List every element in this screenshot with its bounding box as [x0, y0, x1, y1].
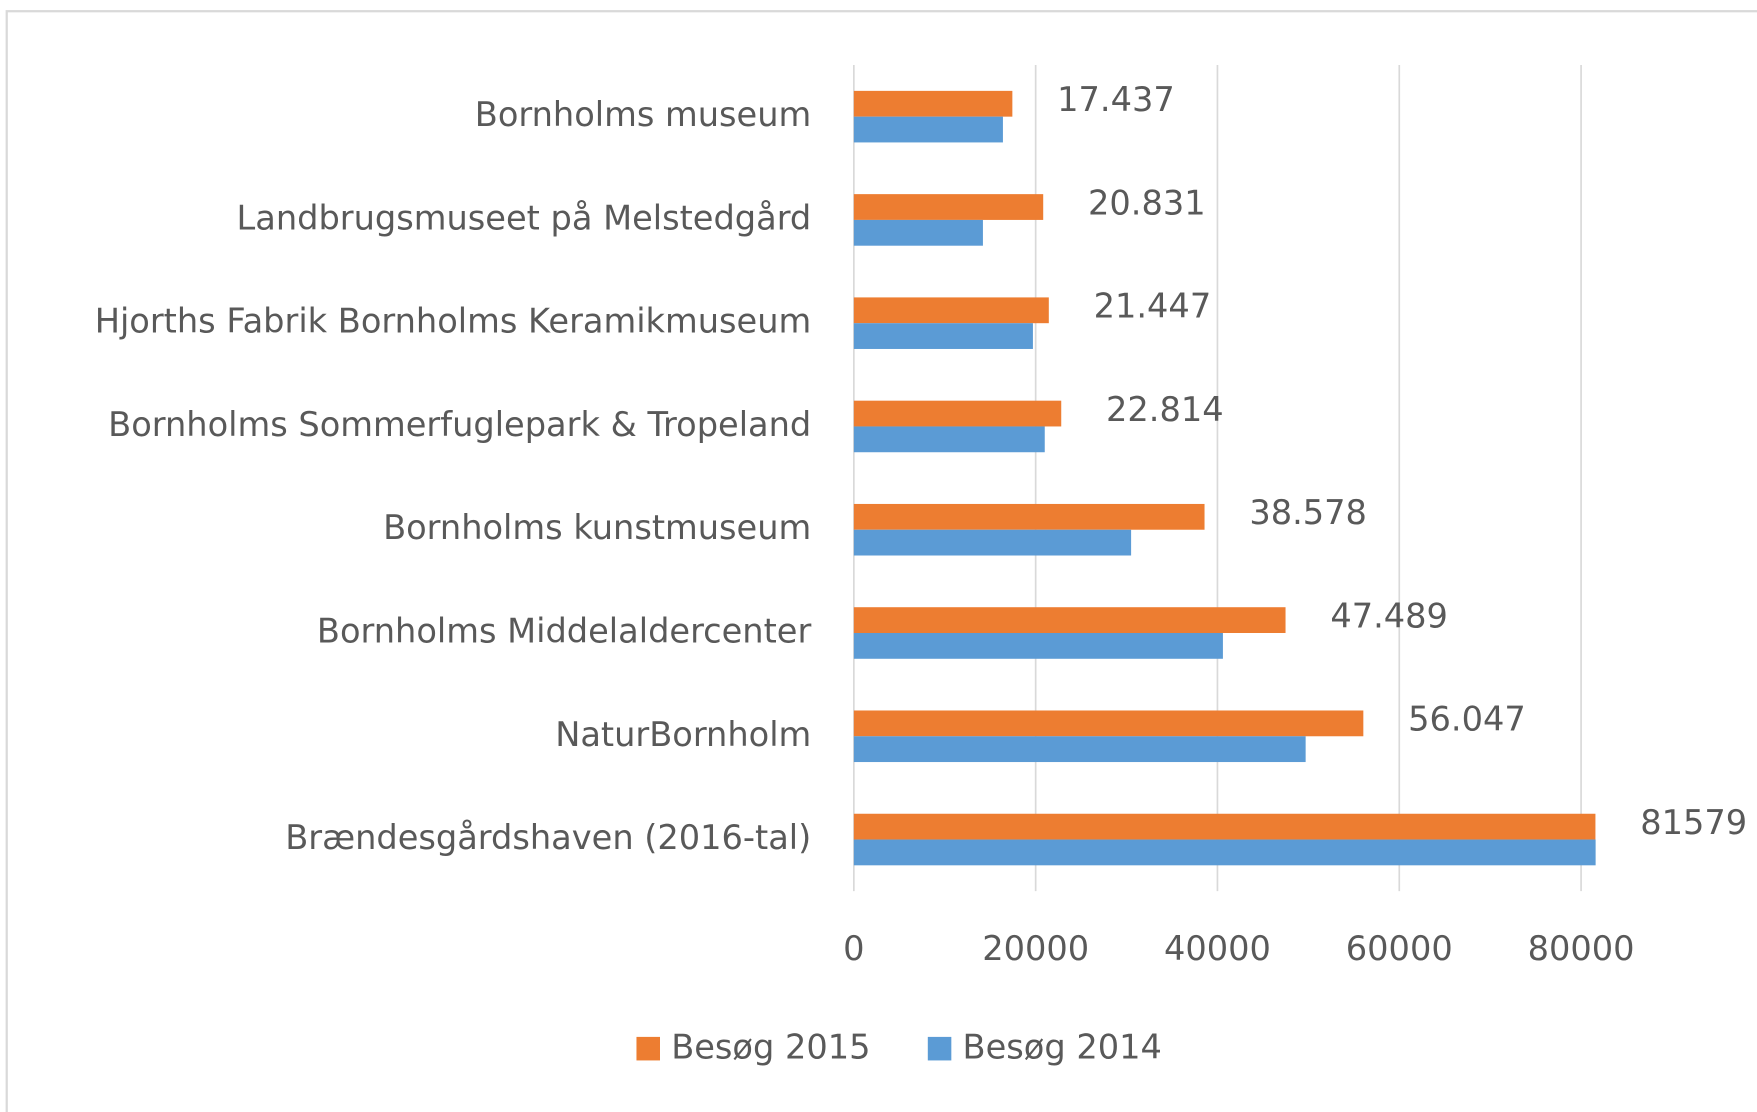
bar [853, 503, 1205, 530]
y-tick-label: Bornholms Sommerfuglepark & Tropeland [108, 405, 811, 444]
chart-border [5, 10, 1757, 1112]
data-label: 47.489 [1330, 596, 1448, 635]
bar [853, 813, 1596, 840]
data-label: 21.447 [1094, 287, 1212, 326]
bar [853, 632, 1223, 659]
legend-label: Besøg 2014 [963, 1028, 1162, 1067]
y-tick-label: Bornholms kunstmuseum [383, 508, 811, 547]
data-label: 38.578 [1249, 493, 1367, 532]
bar [853, 116, 1003, 143]
x-tick-label: 60000 [1346, 929, 1453, 968]
y-tick-label: Bornholms museum [475, 95, 811, 134]
bar [853, 90, 1013, 117]
y-tick-label: Hjorths Fabrik Bornholms Keramikmuseum [95, 302, 812, 341]
bar [853, 323, 1033, 349]
x-tick-label: 0 [843, 929, 864, 968]
x-tick-label: 20000 [982, 929, 1089, 968]
bar [853, 297, 1049, 324]
legend-swatch [927, 1036, 952, 1061]
data-label: 56.047 [1408, 700, 1526, 739]
bar [853, 839, 1596, 866]
bar [853, 194, 1044, 220]
y-tick-label: Brændesgårdshaven (2016-tal) [285, 818, 811, 857]
data-label: 81579 [1640, 803, 1747, 842]
bar [853, 426, 1045, 453]
bar [853, 529, 1132, 556]
x-tick-label: 40000 [1164, 929, 1271, 968]
bar [853, 219, 983, 246]
data-label: 17.437 [1057, 80, 1175, 119]
y-tick-label: Landbrugsmuseet på Melstedgård [237, 198, 812, 237]
data-label: 22.814 [1106, 390, 1224, 429]
bar [853, 607, 1286, 633]
bar [853, 400, 1062, 427]
legend-label: Besøg 2015 [671, 1028, 870, 1067]
x-tick-label: 80000 [1528, 929, 1635, 968]
y-tick-label: NaturBornholm [555, 715, 811, 754]
bar [853, 710, 1364, 737]
y-tick-label: Bornholms Middelaldercenter [317, 611, 812, 650]
bar [853, 736, 1306, 763]
data-label: 20.831 [1088, 183, 1206, 222]
legend-swatch [636, 1036, 660, 1061]
